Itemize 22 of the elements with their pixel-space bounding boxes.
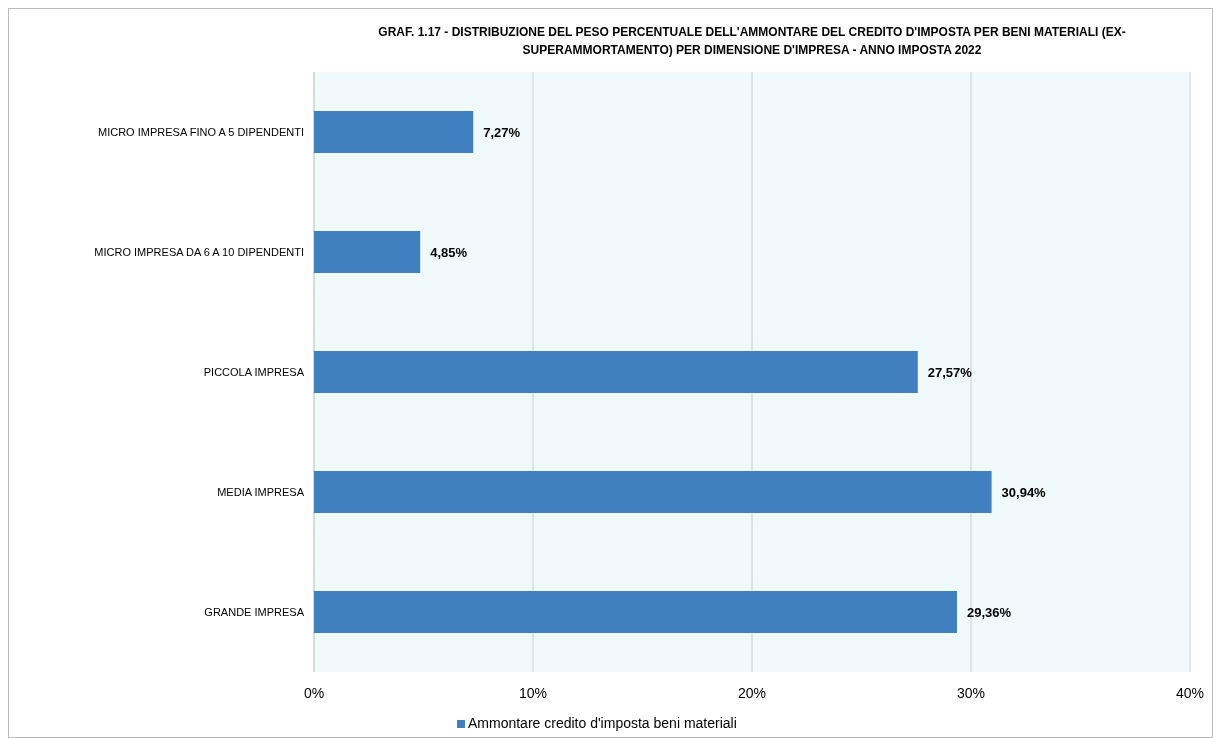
x-tick-label: 30% xyxy=(956,685,986,701)
data-label: 7,27% xyxy=(483,124,521,140)
chart-title: GRAF. 1.17 - DISTRIBUZIONE DEL PESO PERCENTUALE DELL'AMMONTARE DEL CREDITO D'IMPOSTA PER BENI MATERIALI (EX-SUPERAMMORTAMENTO) PER DIMENSIONE D'IMPRESA - ANNO IMPOSTA 2022 xyxy=(378,25,1126,57)
bar xyxy=(314,591,957,633)
bar xyxy=(314,231,421,273)
y-tick-label: GRANDE IMPRESA xyxy=(204,605,305,618)
y-tick-label: MICRO IMPRESA DA 6 A 10 DIPENDENTI xyxy=(94,245,304,258)
x-tick-label: 40% xyxy=(1175,685,1205,701)
y-tick-label: MEDIA IMPRESA xyxy=(217,485,305,498)
legend-label: Ammontare credito d'imposta beni materiali xyxy=(468,715,737,731)
data-label: 29,36% xyxy=(966,604,1012,620)
data-label: 30,94% xyxy=(1001,484,1047,500)
bar xyxy=(314,351,918,393)
bar xyxy=(314,471,992,513)
y-tick-label: MICRO IMPRESA FINO A 5 DIPENDENTI xyxy=(98,125,304,138)
x-tick-label: 0% xyxy=(303,685,325,701)
data-label: 27,57% xyxy=(927,364,973,380)
y-tick-label: PICCOLA IMPRESA xyxy=(203,365,305,378)
x-tick-label: 20% xyxy=(737,685,767,701)
bar xyxy=(314,111,474,153)
data-label: 4,85% xyxy=(430,244,468,260)
x-tick-label: 10% xyxy=(518,685,548,701)
